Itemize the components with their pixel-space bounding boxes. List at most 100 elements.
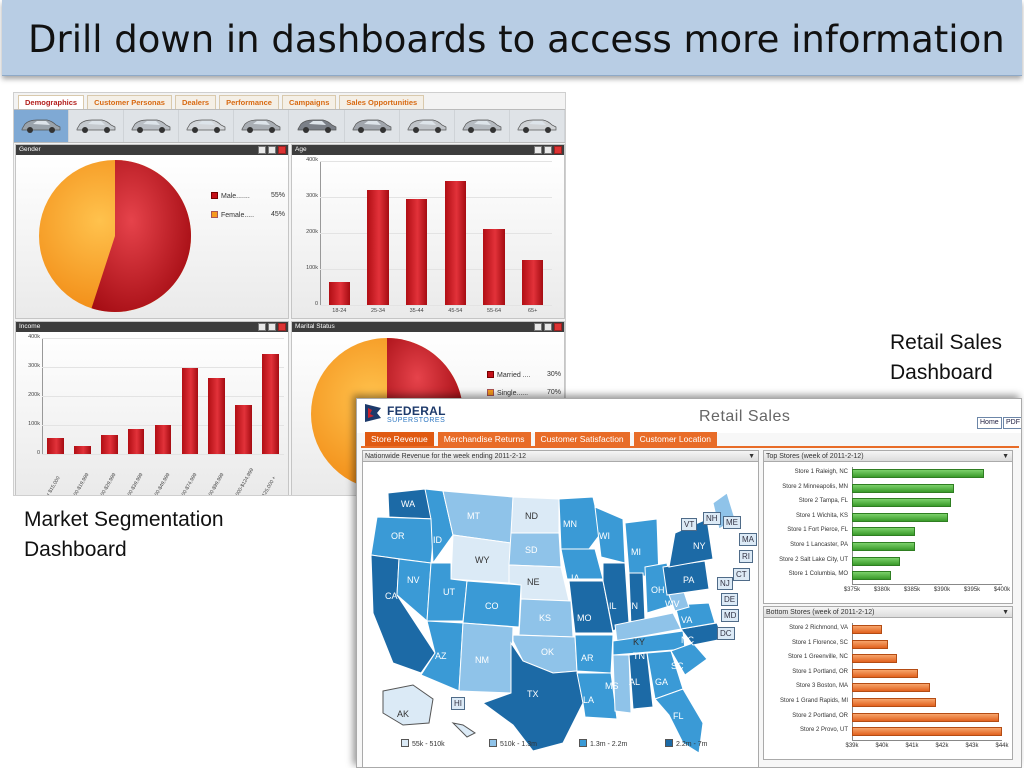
car-model-thumb[interactable] xyxy=(234,110,290,142)
state-box-nh[interactable]: NH xyxy=(703,512,721,525)
dropdown-arrow-icon[interactable]: ▼ xyxy=(1002,453,1009,460)
caption-line: Dashboard xyxy=(24,538,127,561)
bar--50-000-74-999[interactable] xyxy=(181,367,199,454)
print-icon[interactable] xyxy=(534,146,542,154)
car-model-thumb[interactable] xyxy=(69,110,125,142)
export-icon[interactable] xyxy=(544,146,552,154)
state-fl[interactable] xyxy=(654,688,704,753)
store-bar[interactable] xyxy=(852,527,915,537)
legend-swatch xyxy=(579,739,587,747)
state-box-hi[interactable]: HI xyxy=(451,697,465,710)
print-icon[interactable] xyxy=(258,323,266,331)
bar-65-[interactable] xyxy=(522,260,544,305)
export-icon[interactable] xyxy=(268,146,276,154)
pdf-icon[interactable] xyxy=(278,323,286,331)
state-box-md[interactable]: MD xyxy=(721,609,740,622)
state-la[interactable] xyxy=(576,672,618,720)
state-box-dc[interactable]: DC xyxy=(717,627,735,640)
tab-merchandise-returns[interactable]: Merchandise Returns xyxy=(437,432,531,446)
store-bar[interactable] xyxy=(852,556,900,566)
bar--30-000-39-999[interactable] xyxy=(127,429,145,454)
x-axis-line xyxy=(852,583,1002,585)
state-ak[interactable] xyxy=(382,684,434,726)
store-bar[interactable] xyxy=(852,469,984,478)
bar-45-54[interactable] xyxy=(444,180,466,305)
bar-55-64[interactable] xyxy=(483,229,505,305)
bar-under-15-000[interactable] xyxy=(47,438,64,454)
car-model-thumb[interactable] xyxy=(345,110,400,142)
store-bar[interactable] xyxy=(852,498,951,508)
store-bar[interactable] xyxy=(852,571,891,581)
state-box-ct[interactable]: CT xyxy=(733,568,750,581)
state-mo[interactable] xyxy=(568,580,614,634)
store-bar[interactable] xyxy=(852,625,882,634)
state-ms[interactable] xyxy=(612,654,632,714)
dropdown-arrow-icon[interactable]: ▼ xyxy=(1002,609,1009,616)
bar-35-44[interactable] xyxy=(406,198,428,305)
tab-sales-opportunities[interactable]: Sales Opportunities xyxy=(339,95,425,109)
print-icon[interactable] xyxy=(258,146,266,154)
bar--15-000-19-999[interactable] xyxy=(73,445,91,454)
car-model-thumb[interactable] xyxy=(14,110,70,142)
dropdown-arrow-icon[interactable]: ▼ xyxy=(748,453,755,460)
car-model-thumb[interactable] xyxy=(455,110,510,142)
tab-customer-satisfaction[interactable]: Customer Satisfaction xyxy=(534,432,630,446)
state-box-ma[interactable]: MA xyxy=(739,533,757,546)
car-model-thumb[interactable] xyxy=(124,110,180,142)
car-model-thumb[interactable] xyxy=(289,110,345,142)
store-bar[interactable] xyxy=(852,683,930,693)
bar--20-000-29-999[interactable] xyxy=(100,435,118,454)
state-box-me[interactable]: ME xyxy=(723,516,741,529)
state-box-vt[interactable]: VT xyxy=(681,518,698,531)
store-bar[interactable] xyxy=(852,512,948,522)
state-al[interactable] xyxy=(628,652,654,710)
bar--100-000-124-999[interactable] xyxy=(235,404,252,454)
bar--125-000-[interactable] xyxy=(262,353,279,454)
legend-item-married: Married .... 30% xyxy=(487,371,561,379)
bar-18-24[interactable] xyxy=(328,281,350,305)
bar-25-34[interactable] xyxy=(367,189,389,305)
store-bar[interactable] xyxy=(852,668,918,678)
state-box-de[interactable]: DE xyxy=(721,593,739,606)
export-icon[interactable] xyxy=(268,323,276,331)
print-icon[interactable] xyxy=(534,323,542,331)
state-box-ri[interactable]: RI xyxy=(739,550,753,563)
store-bar[interactable] xyxy=(852,727,1002,737)
state-tx[interactable] xyxy=(481,641,584,752)
state-box-nj[interactable]: NJ xyxy=(717,577,733,590)
tab-campaigns[interactable]: Campaigns xyxy=(281,95,337,109)
state-hi[interactable] xyxy=(451,722,476,738)
home-button[interactable]: Home xyxy=(977,417,1002,429)
pdf-button[interactable]: PDF xyxy=(1003,417,1021,429)
car-model-thumb[interactable] xyxy=(510,110,565,142)
tab-customer-location[interactable]: Customer Location xyxy=(633,432,717,446)
state-mn[interactable] xyxy=(558,496,602,550)
pdf-icon[interactable] xyxy=(554,146,562,154)
car-model-thumb[interactable] xyxy=(179,110,235,142)
car-icon xyxy=(352,119,391,133)
car-model-thumb[interactable] xyxy=(400,110,455,142)
tab-dealers[interactable]: Dealers xyxy=(174,95,217,109)
store-bar[interactable] xyxy=(852,639,888,649)
bar--40-000-49-999[interactable] xyxy=(154,425,172,454)
store-bar[interactable] xyxy=(852,542,915,551)
store-bar[interactable] xyxy=(852,712,999,722)
tab-demographics[interactable]: Demographics xyxy=(18,95,85,109)
tab-performance[interactable]: Performance xyxy=(219,95,279,109)
state-az[interactable] xyxy=(420,620,464,692)
tab-store-revenue[interactable]: Store Revenue xyxy=(365,432,434,446)
tab-customer-personas[interactable]: Customer Personas xyxy=(87,95,172,109)
pdf-icon[interactable] xyxy=(554,323,562,331)
store-bar[interactable] xyxy=(852,698,936,707)
state-sc[interactable] xyxy=(670,642,708,676)
export-icon[interactable] xyxy=(544,323,552,331)
pie-slice-male[interactable] xyxy=(91,160,192,312)
state-id[interactable] xyxy=(424,488,454,565)
state-ia[interactable] xyxy=(560,548,604,580)
label-nm: NM xyxy=(475,655,489,665)
state-va[interactable] xyxy=(674,602,716,630)
pdf-icon[interactable] xyxy=(278,146,286,154)
store-bar[interactable] xyxy=(852,654,897,664)
store-bar[interactable] xyxy=(852,483,954,493)
bar--75-000-99-999[interactable] xyxy=(208,378,226,454)
